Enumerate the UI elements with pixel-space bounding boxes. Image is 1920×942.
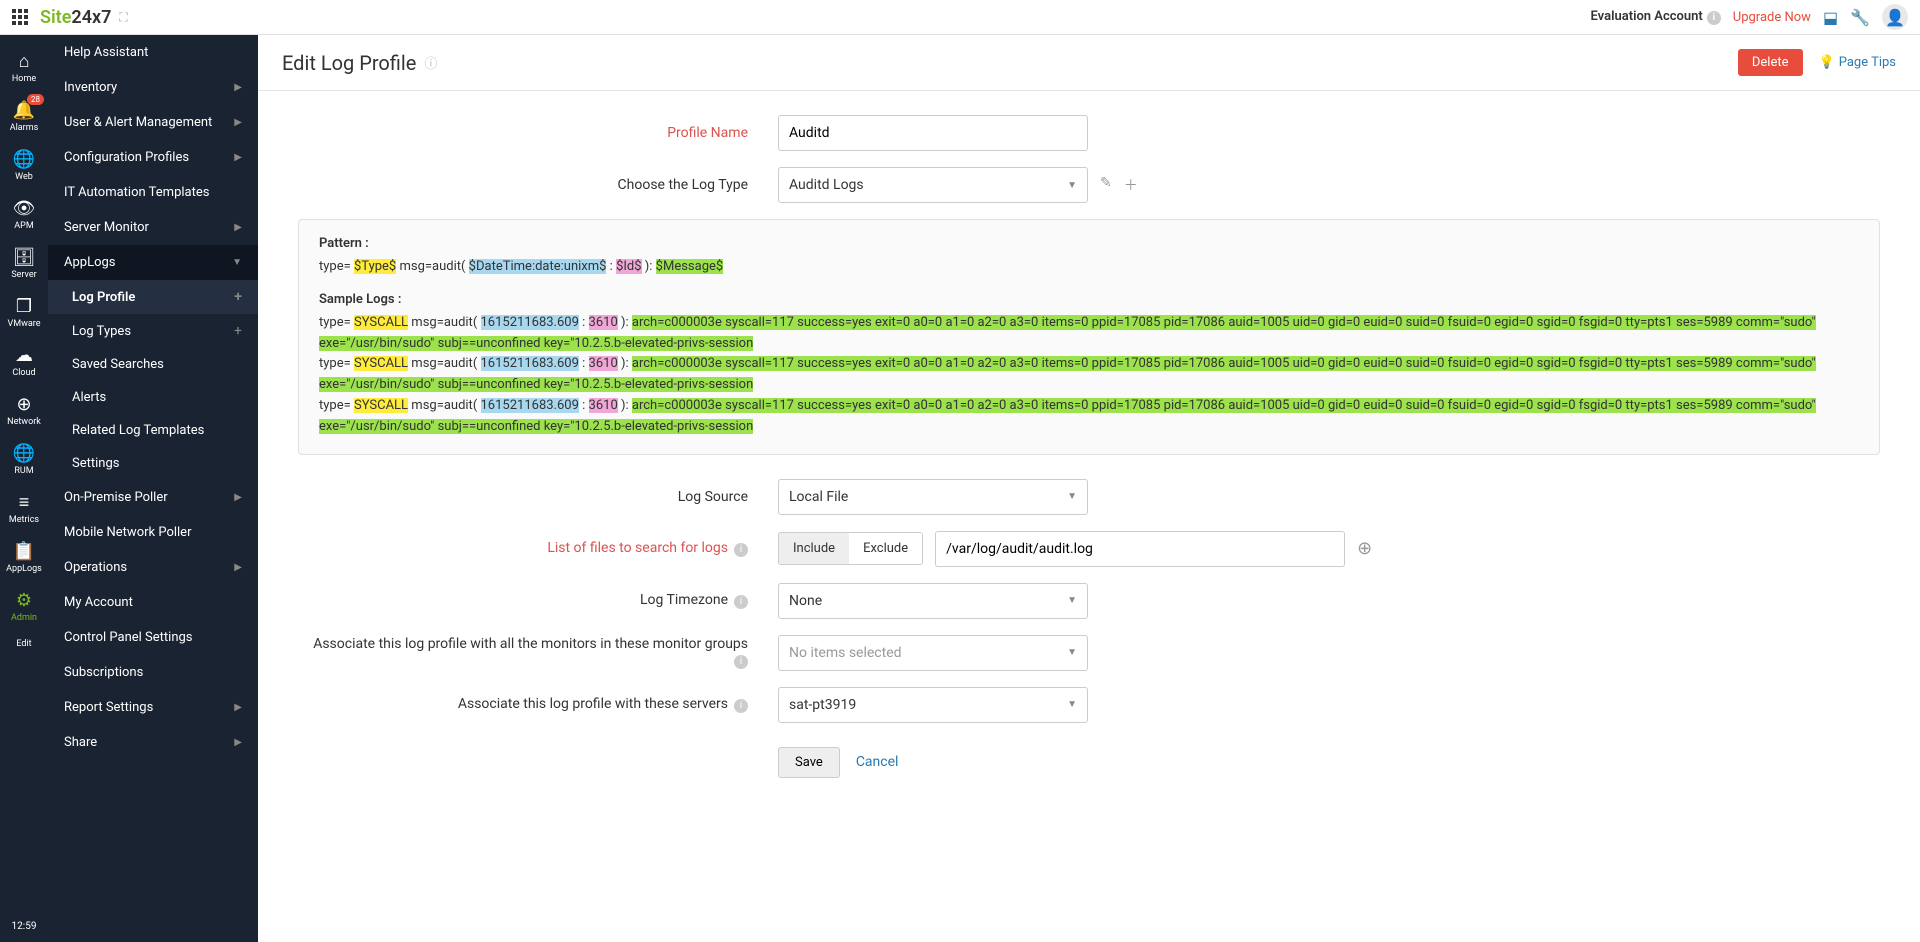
include-exclude-toggle[interactable]: Include Exclude bbox=[778, 532, 923, 565]
log-type-select[interactable]: Auditd Logs▼ bbox=[778, 167, 1088, 203]
clock: 12:59 bbox=[12, 911, 37, 942]
profile-name-input[interactable] bbox=[778, 115, 1088, 151]
help-icon[interactable]: ⓘ bbox=[424, 53, 437, 72]
apps-grid-icon[interactable] bbox=[12, 9, 28, 25]
sidebar: Help AssistantInventory▶User & Alert Man… bbox=[48, 35, 258, 942]
add-log-type-icon[interactable]: ＋ bbox=[1124, 175, 1138, 195]
iconbar-edit[interactable]: Edit bbox=[0, 631, 48, 657]
include-button[interactable]: Include bbox=[779, 533, 849, 564]
delete-button[interactable]: Delete bbox=[1738, 49, 1803, 76]
sidebar-subitem-related-log-templates[interactable]: Related Log Templates bbox=[48, 414, 258, 447]
timezone-label: Log Timezonei bbox=[298, 592, 778, 609]
iconbar-cloud[interactable]: ☁Cloud bbox=[0, 337, 48, 386]
sidebar-subitem-settings[interactable]: Settings bbox=[48, 447, 258, 480]
iconbar-alarms[interactable]: 🔔Alarms28 bbox=[0, 92, 48, 141]
iconbar-apm[interactable]: 👁APM bbox=[0, 190, 48, 239]
sidebar-item-operations[interactable]: Operations▶ bbox=[48, 550, 258, 585]
sidebar-subitem-log-types[interactable]: Log Types+ bbox=[48, 314, 258, 348]
expand-icon[interactable]: ⛶ bbox=[119, 10, 127, 25]
cancel-button[interactable]: Cancel bbox=[856, 754, 899, 770]
sample-log-line: type= SYSCALL msg=audit( 1615211683.609 … bbox=[319, 396, 1859, 438]
add-file-icon[interactable]: ⊕ bbox=[1357, 538, 1372, 559]
assoc-groups-label: Associate this log profile with all the … bbox=[298, 636, 778, 669]
page-header: Edit Log Profile ⓘ Delete 💡Page Tips bbox=[258, 35, 1920, 91]
notification-icon[interactable]: ⬓ bbox=[1823, 8, 1838, 27]
iconbar-home[interactable]: ⌂Home bbox=[0, 43, 48, 92]
sidebar-item-inventory[interactable]: Inventory▶ bbox=[48, 70, 258, 105]
profile-name-label: Profile Name bbox=[298, 125, 778, 141]
edit-log-type-icon[interactable]: ✎ bbox=[1100, 175, 1112, 195]
sidebar-item-control-panel-settings[interactable]: Control Panel Settings bbox=[48, 620, 258, 655]
sidebar-item-help-assistant[interactable]: Help Assistant bbox=[48, 35, 258, 70]
timezone-select[interactable]: None▼ bbox=[778, 583, 1088, 619]
iconbar-rum[interactable]: 🌐RUM bbox=[0, 435, 48, 484]
assoc-servers-label: Associate this log profile with these se… bbox=[298, 696, 778, 713]
iconbar-applogs[interactable]: 📋AppLogs bbox=[0, 533, 48, 582]
sidebar-item-on-premise-poller[interactable]: On-Premise Poller▶ bbox=[48, 480, 258, 515]
page-title: Edit Log Profile bbox=[282, 51, 416, 75]
files-label: List of files to search for logsi bbox=[298, 540, 778, 557]
upgrade-link[interactable]: Upgrade Now bbox=[1733, 10, 1811, 25]
iconbar-metrics[interactable]: ≡Metrics bbox=[0, 484, 48, 533]
iconbar: ⌂Home🔔Alarms28🌐Web👁APM🗄Server❐VMware☁Clo… bbox=[0, 35, 48, 942]
iconbar-vmware[interactable]: ❐VMware bbox=[0, 288, 48, 337]
sidebar-item-user-alert-management[interactable]: User & Alert Management▶ bbox=[48, 105, 258, 140]
sidebar-item-report-settings[interactable]: Report Settings▶ bbox=[48, 690, 258, 725]
topbar: Site24x7 ⛶ Evaluation Accounti Upgrade N… bbox=[0, 0, 1920, 35]
sidebar-item-it-automation-templates[interactable]: IT Automation Templates bbox=[48, 175, 258, 210]
avatar[interactable]: 👤 bbox=[1882, 4, 1908, 30]
sidebar-item-mobile-network-poller[interactable]: Mobile Network Poller bbox=[48, 515, 258, 550]
sidebar-item-share[interactable]: Share▶ bbox=[48, 725, 258, 760]
logo[interactable]: Site24x7 bbox=[40, 7, 111, 28]
main-content: Edit Log Profile ⓘ Delete 💡Page Tips Pro… bbox=[258, 35, 1920, 942]
pattern-box: Pattern : type= $Type$ msg=audit( $DateT… bbox=[298, 219, 1880, 455]
assoc-groups-select[interactable]: No items selected▼ bbox=[778, 635, 1088, 671]
sidebar-item-my-account[interactable]: My Account bbox=[48, 585, 258, 620]
sidebar-item-configuration-profiles[interactable]: Configuration Profiles▶ bbox=[48, 140, 258, 175]
sidebar-item-applogs[interactable]: AppLogs▼ bbox=[48, 245, 258, 280]
sidebar-item-server-monitor[interactable]: Server Monitor▶ bbox=[48, 210, 258, 245]
iconbar-web[interactable]: 🌐Web bbox=[0, 141, 48, 190]
pattern-line: type= $Type$ msg=audit( $DateTime:date:u… bbox=[319, 257, 1859, 278]
page-tips-link[interactable]: 💡Page Tips bbox=[1819, 55, 1896, 70]
log-source-select[interactable]: Local File▼ bbox=[778, 479, 1088, 515]
sample-log-line: type= SYSCALL msg=audit( 1615211683.609 … bbox=[319, 354, 1859, 396]
sample-log-line: type= SYSCALL msg=audit( 1615211683.609 … bbox=[319, 313, 1859, 355]
sidebar-item-subscriptions[interactable]: Subscriptions bbox=[48, 655, 258, 690]
save-button[interactable]: Save bbox=[778, 747, 840, 778]
iconbar-admin[interactable]: ⚙Admin bbox=[0, 582, 48, 631]
iconbar-network[interactable]: ⊕Network bbox=[0, 386, 48, 435]
log-type-label: Choose the Log Type bbox=[298, 177, 778, 193]
sidebar-subitem-saved-searches[interactable]: Saved Searches bbox=[48, 348, 258, 381]
exclude-button[interactable]: Exclude bbox=[849, 533, 922, 564]
file-path-input[interactable] bbox=[935, 531, 1345, 567]
sidebar-subitem-alerts[interactable]: Alerts bbox=[48, 381, 258, 414]
assoc-servers-select[interactable]: sat-pt3919▼ bbox=[778, 687, 1088, 723]
log-source-label: Log Source bbox=[298, 489, 778, 505]
wrench-icon[interactable]: 🔧 bbox=[1850, 8, 1870, 27]
sidebar-subitem-log-profile[interactable]: Log Profile+ bbox=[48, 280, 258, 314]
iconbar-server[interactable]: 🗄Server bbox=[0, 239, 48, 288]
account-label: Evaluation Accounti bbox=[1591, 9, 1721, 25]
